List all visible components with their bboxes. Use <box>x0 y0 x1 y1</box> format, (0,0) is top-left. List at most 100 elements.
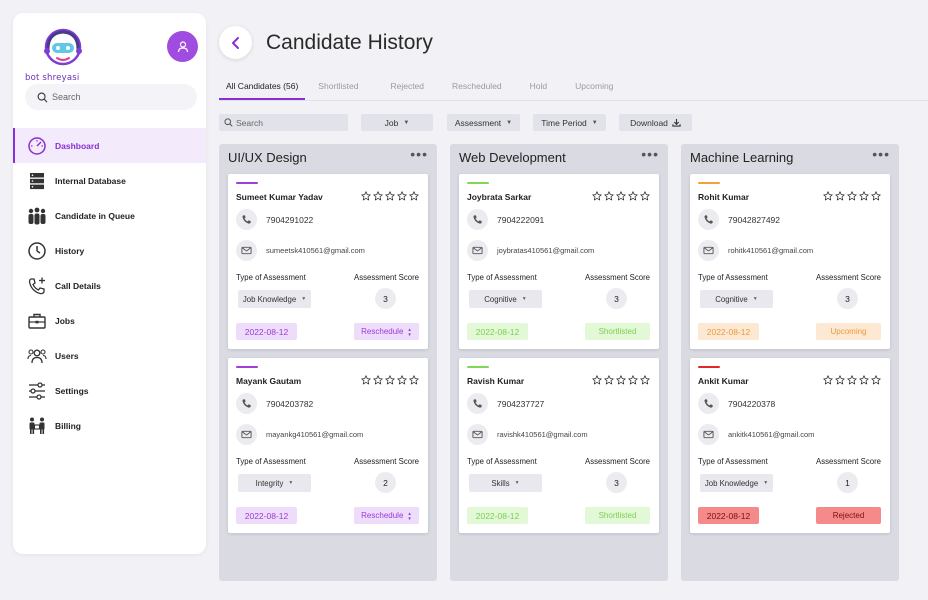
status-badge[interactable]: Reschedule ▲ ▼ <box>354 507 419 524</box>
assessment-type-select[interactable]: Integrity ▼ <box>238 474 311 492</box>
star-rating-icon[interactable] <box>823 375 833 385</box>
star-rating-icon[interactable] <box>859 375 869 385</box>
sidebar-search-input[interactable] <box>52 92 172 102</box>
assessment-dropdown[interactable]: Assessment ▼ <box>447 114 520 131</box>
candidate-card[interactable]: Rohit Kumar 79042827492 rohitk410561@gma… <box>690 174 890 349</box>
star-rating-icon[interactable] <box>409 191 419 201</box>
sidebar-item-candidate-in-queue[interactable]: Candidate in Queue <box>13 198 206 233</box>
tab-all-candidates[interactable]: All Candidates (56) <box>219 76 306 100</box>
sidebar-search[interactable] <box>25 84 197 110</box>
status-badge[interactable]: Reschedule ▲ ▼ <box>354 323 419 340</box>
phone-icon <box>698 209 719 230</box>
assessment-type-select[interactable]: Job Knowledge ▼ <box>700 474 773 492</box>
star-rating-icon[interactable] <box>640 375 650 385</box>
star-rating-icon[interactable] <box>616 375 626 385</box>
candidate-email[interactable]: mayankg410561@gmail.com <box>266 430 364 439</box>
status-badge[interactable]: Rejected <box>816 507 881 524</box>
star-rating-icon[interactable] <box>373 191 383 201</box>
job-dropdown[interactable]: Job ▼ <box>361 114 433 131</box>
star-rating-icon[interactable] <box>397 191 407 201</box>
assessment-type-select[interactable]: Cognitive ▼ <box>469 290 542 308</box>
candidate-card[interactable]: Joybrata Sarkar 7904222091 joybratas4105… <box>459 174 659 349</box>
assessment-score: 3 <box>606 288 627 309</box>
star-rating-icon[interactable] <box>616 191 626 201</box>
more-options-icon[interactable]: ••• <box>410 146 428 162</box>
sidebar-item-users[interactable]: Users <box>13 338 206 373</box>
star-rating-icon[interactable] <box>871 191 881 201</box>
more-options-icon[interactable]: ••• <box>641 146 659 162</box>
brand-logo[interactable]: bot shreyasi <box>25 25 95 83</box>
tab-upcoming[interactable]: Upcoming <box>575 81 614 91</box>
sidebar-item-history[interactable]: History <box>13 233 206 268</box>
back-button[interactable] <box>219 26 252 59</box>
star-rating-icon[interactable] <box>361 375 371 385</box>
star-rating <box>823 375 881 385</box>
star-rating-icon[interactable] <box>592 375 602 385</box>
card-accent-bar <box>698 182 720 184</box>
status-badge[interactable]: Shortlisted <box>585 507 650 524</box>
star-rating-icon[interactable] <box>592 191 602 201</box>
date-badge: 2022-08-12 <box>698 507 759 524</box>
type-of-assessment-label: Type of Assessment <box>236 273 306 282</box>
star-rating-icon[interactable] <box>361 191 371 201</box>
candidate-card[interactable]: Sumeet Kumar Yadav 7904291022 sumeetsk41… <box>228 174 428 349</box>
sidebar-item-dashboard[interactable]: Dashboard <box>13 128 206 163</box>
star-rating-icon[interactable] <box>835 375 845 385</box>
star-rating-icon[interactable] <box>397 375 407 385</box>
sidebar-item-label: Candidate in Queue <box>55 210 135 221</box>
star-rating-icon[interactable] <box>835 191 845 201</box>
assessment-score-label: Assessment Score <box>816 273 881 282</box>
sidebar-item-billing[interactable]: Billing <box>13 408 206 443</box>
sidebar-item-label: History <box>55 245 85 256</box>
tab-shortlisted[interactable]: Shortlisted <box>318 81 359 91</box>
star-rating-icon[interactable] <box>409 375 419 385</box>
sidebar-item-call-details[interactable]: Call Details <box>13 268 206 303</box>
assessment-type-select[interactable]: Job Knowledge ▼ <box>238 290 311 308</box>
tab-rescheduled[interactable]: Rescheduled <box>452 81 502 91</box>
star-rating-icon[interactable] <box>847 191 857 201</box>
star-rating-icon[interactable] <box>871 375 881 385</box>
type-of-assessment-label: Type of Assessment <box>467 457 537 466</box>
tab-hold[interactable]: Hold <box>529 81 548 91</box>
download-button[interactable]: Download <box>619 114 692 131</box>
tab-rejected[interactable]: Rejected <box>390 81 425 91</box>
star-rating-icon[interactable] <box>640 191 650 201</box>
star-rating-icon[interactable] <box>628 191 638 201</box>
star-rating-icon[interactable] <box>628 375 638 385</box>
candidate-card[interactable]: Ankit Kumar 7904220378 ankitk410561@gmai… <box>690 358 890 533</box>
candidate-email[interactable]: rohitk410561@gmail.com <box>728 246 814 255</box>
sidebar-item-label: Billing <box>55 420 81 431</box>
candidate-email[interactable]: ankitk410561@gmail.com <box>728 430 815 439</box>
star-rating-icon[interactable] <box>859 191 869 201</box>
star-rating-icon[interactable] <box>604 191 614 201</box>
star-rating-icon[interactable] <box>847 375 857 385</box>
assessment-type-select[interactable]: Skills ▼ <box>469 474 542 492</box>
assessment-type-select[interactable]: Cognitive ▼ <box>700 290 773 308</box>
user-avatar[interactable] <box>167 31 198 62</box>
candidate-phone: 7904220378 <box>728 398 776 409</box>
star-rating-icon[interactable] <box>385 375 395 385</box>
time-period-dropdown[interactable]: Time Period ▼ <box>533 114 606 131</box>
sidebar-item-internal-database[interactable]: Internal Database <box>13 163 206 198</box>
status-badge[interactable]: Shortlisted <box>585 323 650 340</box>
candidate-email[interactable]: sumeetsk410561@gmail.com <box>266 246 365 255</box>
star-rating-icon[interactable] <box>823 191 833 201</box>
star-rating <box>592 191 650 201</box>
filter-search-input[interactable] <box>236 117 336 128</box>
more-options-icon[interactable]: ••• <box>872 146 890 162</box>
bot-logo-icon <box>44 28 82 66</box>
sidebar-item-settings[interactable]: Settings <box>13 373 206 408</box>
assessment-dropdown-label: Assessment <box>454 117 502 128</box>
candidate-name: Ravish Kumar <box>467 376 525 386</box>
star-rating-icon[interactable] <box>385 191 395 201</box>
candidate-email[interactable]: ravishk410561@gmail.com <box>497 430 588 439</box>
candidate-card[interactable]: Ravish Kumar 7904237727 ravishk410561@gm… <box>459 358 659 533</box>
filter-search[interactable] <box>219 114 348 131</box>
status-badge[interactable]: Upcoming <box>816 323 881 340</box>
candidate-email[interactable]: joybratas410561@gmail.com <box>497 246 595 255</box>
candidate-card[interactable]: Mayank Gautam 7904203782 mayankg410561@g… <box>228 358 428 533</box>
star-rating-icon[interactable] <box>604 375 614 385</box>
sidebar-item-jobs[interactable]: Jobs <box>13 303 206 338</box>
star-rating-icon[interactable] <box>373 375 383 385</box>
type-of-assessment-label: Type of Assessment <box>236 457 306 466</box>
